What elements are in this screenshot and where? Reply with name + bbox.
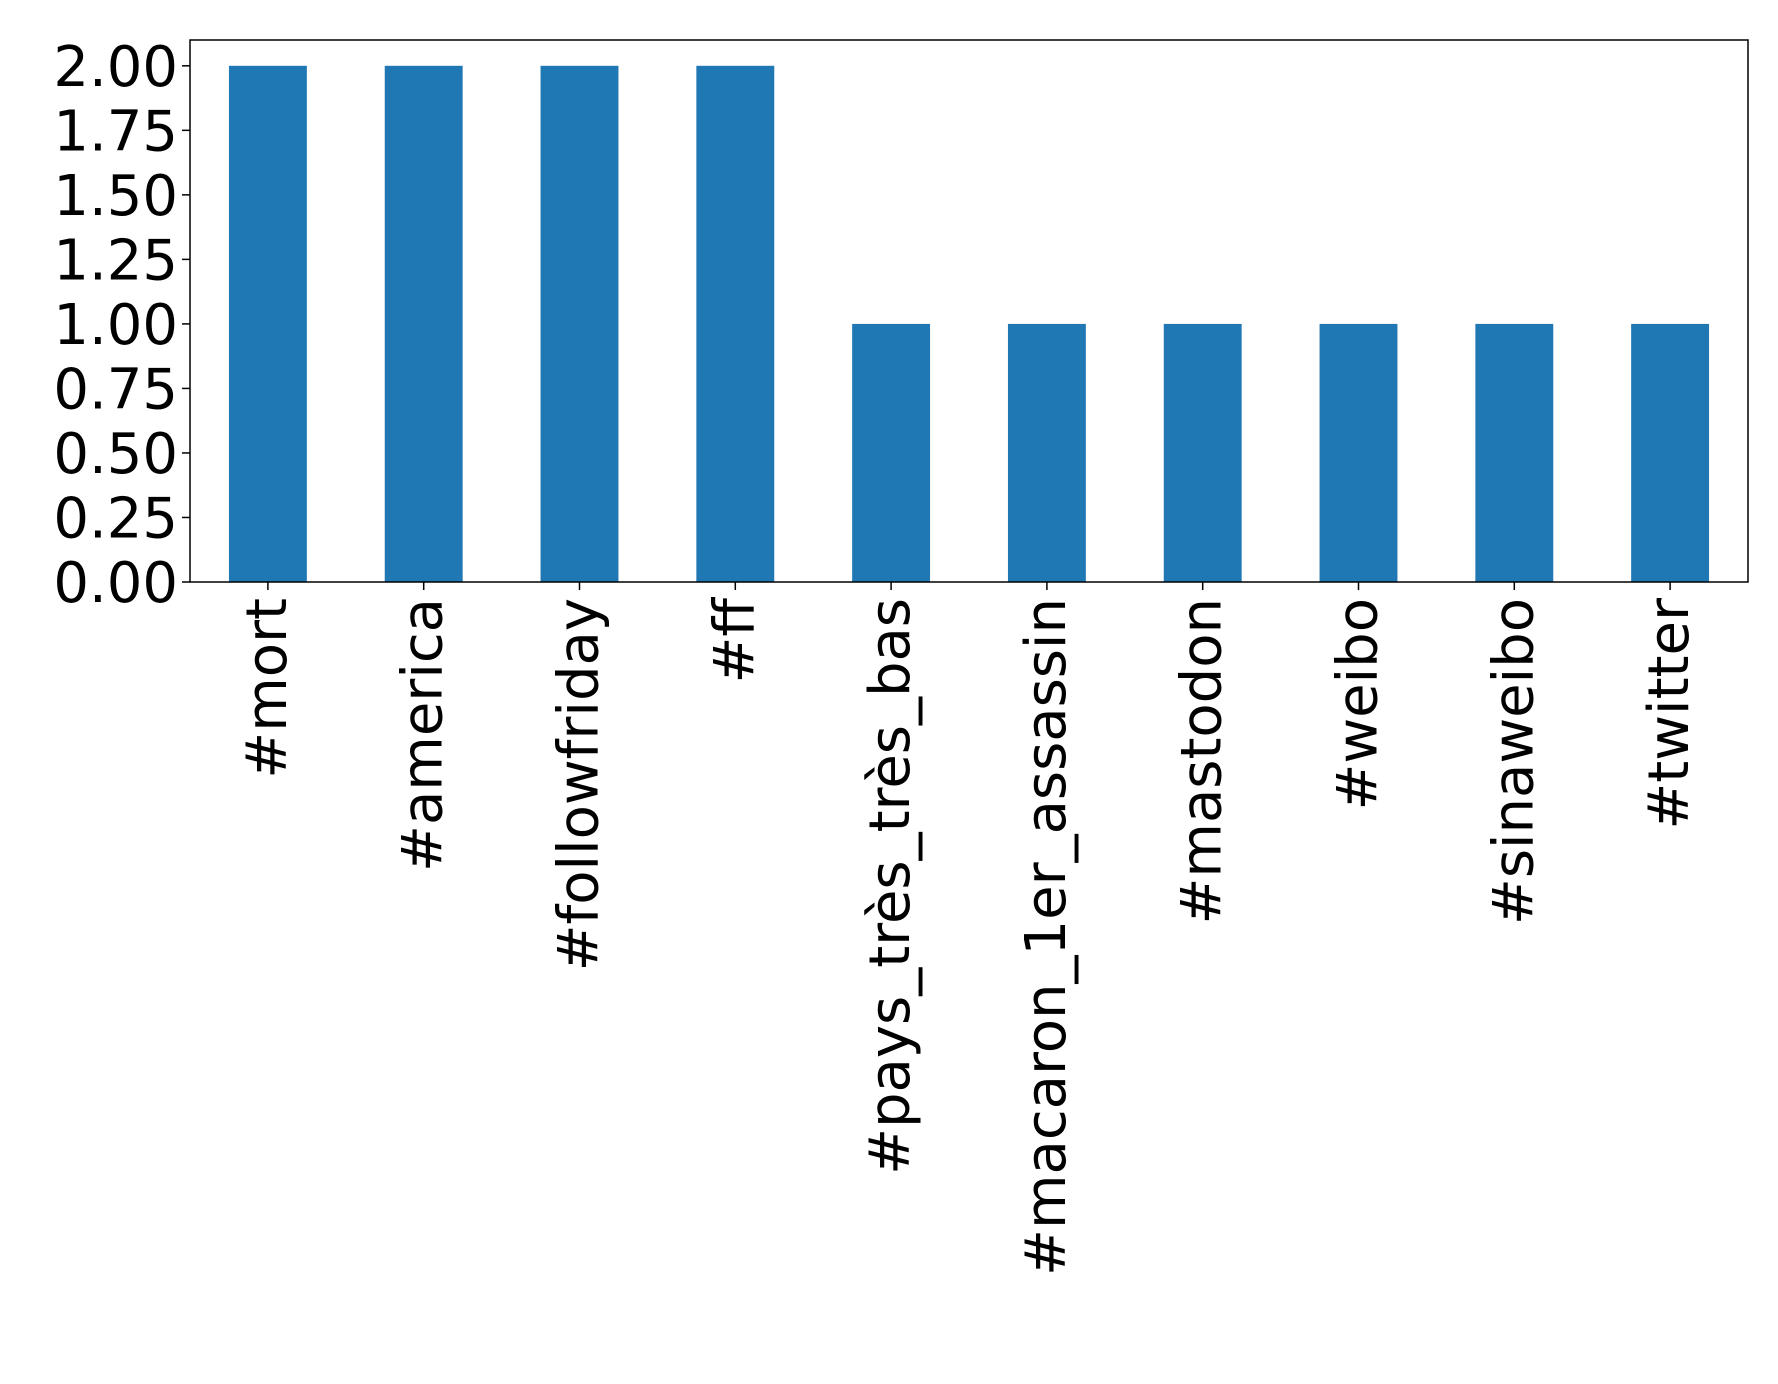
y-tick-label-5: 1.25 [53,228,178,293]
x-tick-label-2: #followfriday [547,598,612,971]
x-tick-label-4: #pays_très_très_bas [858,598,923,1175]
bar-5 [1007,323,1086,582]
x-axis: #mort #america #followfriday #ff #pays_très_… [235,582,1702,1276]
bar-4 [852,323,931,582]
y-axis: 0.000.250.500.751.001.251.501.752.00 [53,35,190,616]
y-tick-label-8: 2.00 [53,35,178,100]
plot-frame [189,39,1749,583]
x-tick-label-3: #ff [702,597,767,684]
bar-6 [1163,323,1242,582]
y-tick-label-7: 1.75 [53,99,178,164]
bar-9 [1631,323,1710,582]
bars-group [228,65,1710,583]
x-tick-label-1: #america [391,598,456,872]
x-tick-label-7: #weibo [1326,598,1391,811]
y-tick-label-0: 0.00 [53,551,178,616]
y-tick-label-2: 0.50 [53,422,178,487]
bar-7 [1319,323,1398,582]
y-tick-label-4: 1.00 [53,293,178,358]
y-tick-label-3: 0.75 [53,357,178,422]
x-tick-label-9: #twitter [1637,597,1702,830]
x-tick-label-6: #mastodon [1170,598,1235,924]
bar-8 [1475,323,1554,582]
bar-1 [384,65,463,583]
bar-2 [540,65,619,583]
x-tick-label-5: #macaron_1er_assassin [1014,598,1079,1276]
bar-3 [696,65,775,583]
y-tick-label-1: 0.25 [53,486,178,551]
x-tick-label-0: #mort [235,598,300,779]
x-tick-label-8: #sinaweibo [1481,598,1546,925]
y-tick-label-6: 1.50 [53,164,178,229]
bar-0 [228,65,307,583]
